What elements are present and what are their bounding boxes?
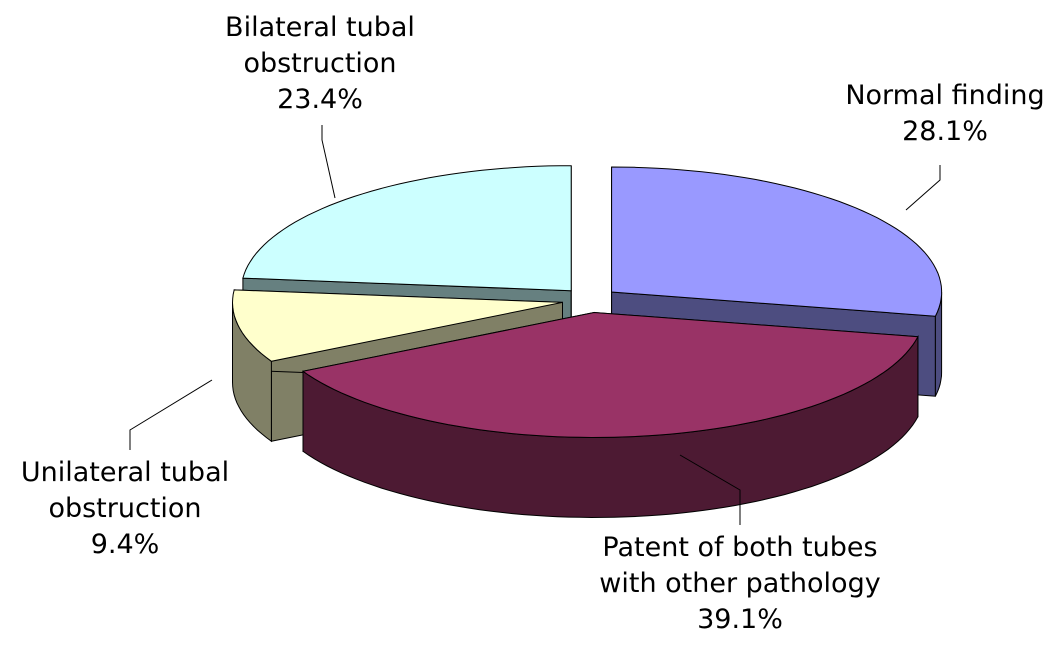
leader-line — [905, 165, 941, 211]
value-label: 23.4% — [277, 84, 363, 115]
leader-line — [679, 454, 741, 525]
leader-line — [321, 125, 336, 199]
slice-top — [231, 289, 563, 362]
category-name: Patent of both tubes with other patholog… — [599, 532, 881, 599]
slice-label: Unilateral tubal obstruction 9.4% — [0, 455, 255, 563]
category-name: Unilateral tubal obstruction — [20, 457, 230, 524]
category-name: Bilateral tubal obstruction — [225, 12, 415, 79]
slice-label: Bilateral tubal obstruction 23.4% — [190, 10, 450, 118]
leader-line — [129, 379, 213, 450]
category-name: Normal finding — [845, 80, 1045, 111]
slice-label: Normal finding 28.1% — [825, 78, 1061, 150]
slice-top — [301, 311, 919, 439]
value-label: 28.1% — [902, 116, 988, 147]
slice-label: Patent of both tubes with other patholog… — [570, 530, 910, 638]
value-label: 39.1% — [697, 604, 783, 635]
value-label: 9.4% — [90, 529, 160, 560]
slice-top — [611, 166, 943, 317]
slice-top — [242, 165, 572, 292]
